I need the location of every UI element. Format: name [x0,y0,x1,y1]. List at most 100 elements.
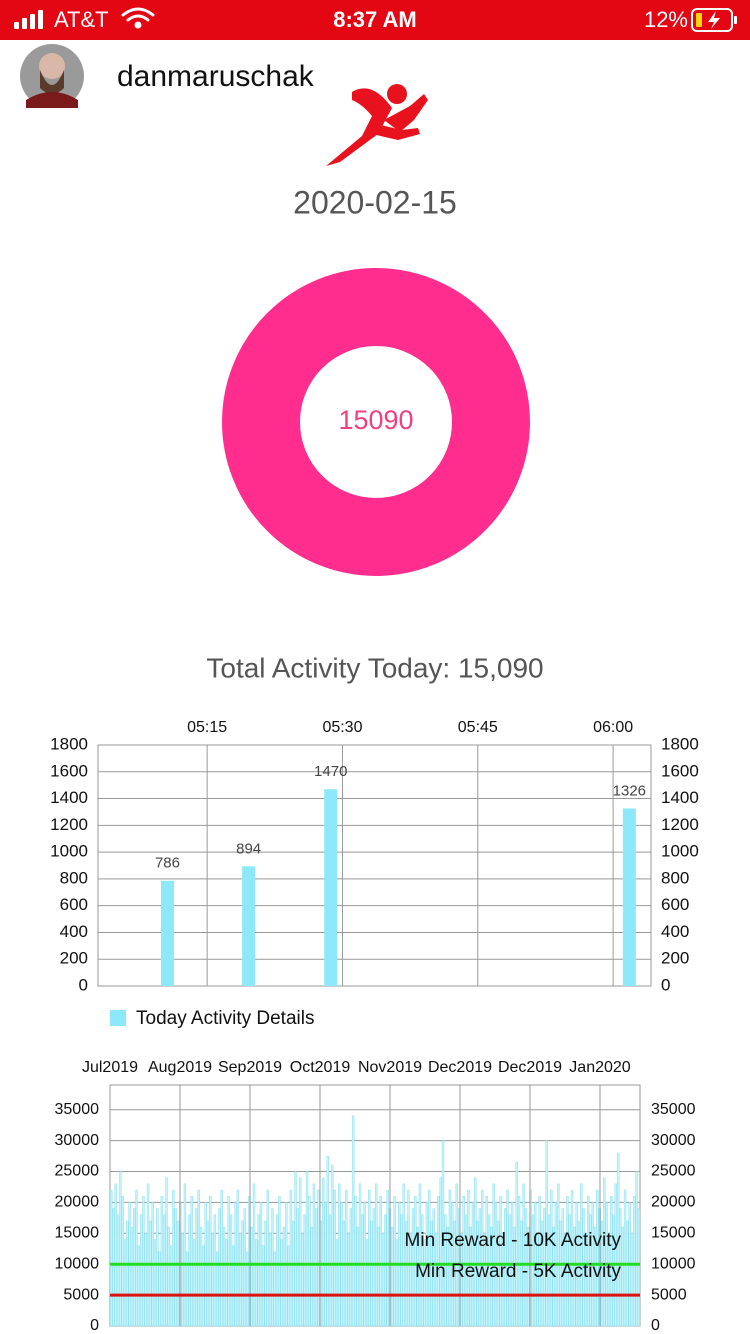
bar [227,1196,230,1327]
bar [206,1220,210,1327]
bar [589,1214,592,1327]
legend-label: Today Activity Details [136,1008,314,1029]
bar [298,1177,302,1327]
bar [386,1189,389,1327]
bar [160,1196,164,1327]
bar [430,1220,433,1327]
x-label: Jan2020 [569,1059,630,1076]
bar [404,1220,408,1327]
bar [239,1233,242,1327]
y-tick-label: 1600 [50,761,88,780]
username: danmaruschak [117,60,315,93]
bar [522,1183,525,1327]
bar [582,1208,585,1327]
bar [315,1208,318,1327]
bar [292,1220,295,1327]
bar [324,789,338,986]
y-tick-label-right: 20000 [651,1194,696,1211]
x-tick-label: 05:30 [322,719,362,736]
bar [492,1183,495,1327]
bar [317,1189,320,1327]
bar [241,1220,244,1327]
bar [250,1226,253,1327]
bar [172,1189,175,1327]
bar [476,1220,479,1327]
bar [584,1233,588,1327]
bar [186,1251,189,1327]
bar [202,1245,205,1327]
bar [407,1189,410,1327]
bar [192,1239,196,1327]
y-tick-label: 600 [60,895,88,914]
bar [162,1214,166,1327]
y-tick-label: 35000 [55,1101,100,1118]
bar [165,1177,168,1327]
bar [400,1214,403,1327]
bar [485,1196,488,1327]
bar [264,1220,267,1327]
x-tick-label: 06:00 [593,719,633,736]
y-tick-label-right: 25000 [651,1163,696,1180]
bar [139,1214,143,1327]
bar [600,1220,604,1327]
bar [370,1220,373,1327]
bar [610,1196,613,1327]
bar [123,1239,127,1327]
bar [287,1245,290,1327]
data-label: 894 [236,840,261,857]
bar [158,1251,161,1327]
bar [266,1189,270,1327]
bar [587,1196,590,1327]
bar [190,1196,194,1327]
bar [619,1208,622,1327]
y-tick-label: 800 [60,868,88,887]
bar [220,1189,223,1327]
bar [395,1239,399,1327]
bar [294,1171,297,1327]
bar [483,1233,486,1327]
bar [626,1220,629,1327]
x-tick-label: 05:15 [187,719,227,736]
bar [478,1208,482,1327]
bar [577,1220,581,1327]
bar [199,1226,203,1327]
bar [379,1196,382,1327]
bar [133,1208,136,1327]
data-label: 1470 [314,763,347,780]
y-tick-label-right: 1200 [661,815,699,834]
bar [183,1183,187,1327]
data-label: 1326 [613,782,646,799]
bar [538,1196,541,1327]
bar [550,1189,553,1327]
bar [637,1208,641,1327]
bar [527,1226,530,1327]
bar [517,1196,521,1327]
y-tick-label-right: 200 [661,949,689,968]
legend-swatch [110,1010,126,1026]
bar [411,1208,415,1327]
bar [271,1208,274,1327]
bar [409,1233,412,1327]
bar [501,1233,505,1327]
bar [160,880,174,986]
bar [368,1189,371,1327]
bar [236,1189,240,1327]
bar [635,1171,638,1327]
bar [301,1233,304,1327]
bar [372,1208,376,1327]
bar [614,1183,618,1327]
bar [391,1226,394,1327]
signal-icon [14,10,43,29]
bar [499,1196,502,1327]
date: 2020-02-15 [293,184,457,220]
plot-frame [97,744,652,987]
bar [275,1214,279,1327]
bar [559,1220,562,1327]
total-activity: Total Activity Today: 15,090 [206,652,543,683]
bar [623,1189,627,1327]
bar [342,1220,346,1327]
y-tick-label-right: 600 [661,895,689,914]
bar [197,1189,200,1327]
bar [513,1226,516,1327]
